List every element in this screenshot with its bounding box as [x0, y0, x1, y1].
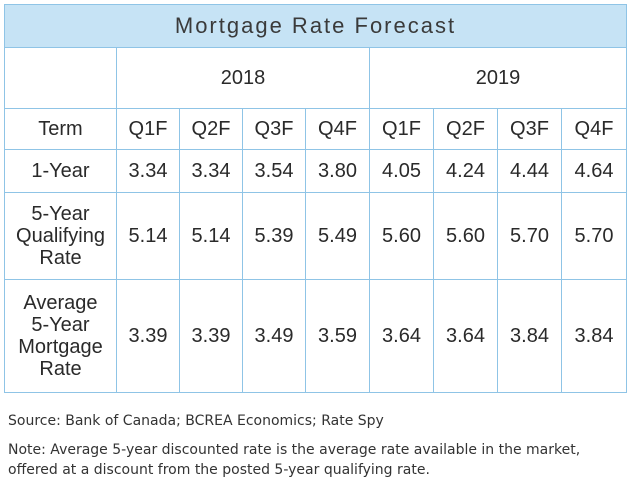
note-text: Note: Average 5-year discounted rate is … [8, 442, 581, 478]
quarter-header: Q3F [242, 108, 306, 150]
term-header: Term [4, 108, 117, 150]
rate-cell: 5.70 [497, 192, 562, 280]
year-header-blank [4, 47, 117, 109]
rate-cell: 3.49 [242, 279, 306, 393]
quarter-header: Q3F [497, 108, 562, 150]
quarter-header: Q4F [561, 108, 627, 150]
rate-cell: 5.49 [305, 192, 370, 280]
row-label: 5-Year Qualifying Rate [4, 192, 117, 280]
rate-cell: 3.64 [369, 279, 434, 393]
rate-cell: 3.39 [179, 279, 243, 393]
rate-cell: 4.64 [561, 149, 627, 193]
rate-cell: 5.70 [561, 192, 627, 280]
rate-cell: 3.84 [561, 279, 627, 393]
rate-cell: 3.59 [305, 279, 370, 393]
rate-cell: 5.39 [242, 192, 306, 280]
rate-cell: 5.60 [369, 192, 434, 280]
rate-cell: 3.64 [433, 279, 498, 393]
rate-cell: 4.24 [433, 149, 498, 193]
rate-cell: 3.34 [179, 149, 243, 193]
rate-cell: 3.84 [497, 279, 562, 393]
rate-table-frame: Mortgage Rate Forecast 2018 2019 Term Q1… [4, 4, 627, 404]
quarter-header: Q2F [433, 108, 498, 150]
source-text: Source: Bank of Canada; BCREA Economics;… [8, 413, 384, 429]
mortgage-rate-table: Mortgage Rate Forecast 2018 2019 Term Q1… [4, 4, 627, 393]
year-header-2019: 2019 [369, 47, 627, 109]
table-row: 5-Year Qualifying Rate 5.14 5.14 5.39 5.49… [4, 192, 627, 280]
table-title: Mortgage Rate Forecast [4, 4, 627, 48]
rate-cell: 5.14 [179, 192, 243, 280]
quarter-header: Q1F [369, 108, 434, 150]
year-header-2018: 2018 [116, 47, 370, 109]
table-row: 1-Year 3.34 3.34 3.54 3.80 4.05 4.24 4.4… [4, 149, 627, 193]
rate-cell: 3.34 [116, 149, 180, 193]
row-label: Average 5-Year Mortgage Rate [4, 279, 117, 393]
quarter-header: Q1F [116, 108, 180, 150]
rate-cell: 4.44 [497, 149, 562, 193]
rate-cell: 5.60 [433, 192, 498, 280]
rate-cell: 4.05 [369, 149, 434, 193]
table-row: Average 5-Year Mortgage Rate 3.39 3.39 3.49… [4, 279, 627, 393]
rate-cell: 3.39 [116, 279, 180, 393]
quarter-header: Q2F [179, 108, 243, 150]
quarter-header: Q4F [305, 108, 370, 150]
rate-cell: 5.14 [116, 192, 180, 280]
rate-cell: 3.54 [242, 149, 306, 193]
row-label: 1-Year [4, 149, 117, 193]
rate-cell: 3.80 [305, 149, 370, 193]
